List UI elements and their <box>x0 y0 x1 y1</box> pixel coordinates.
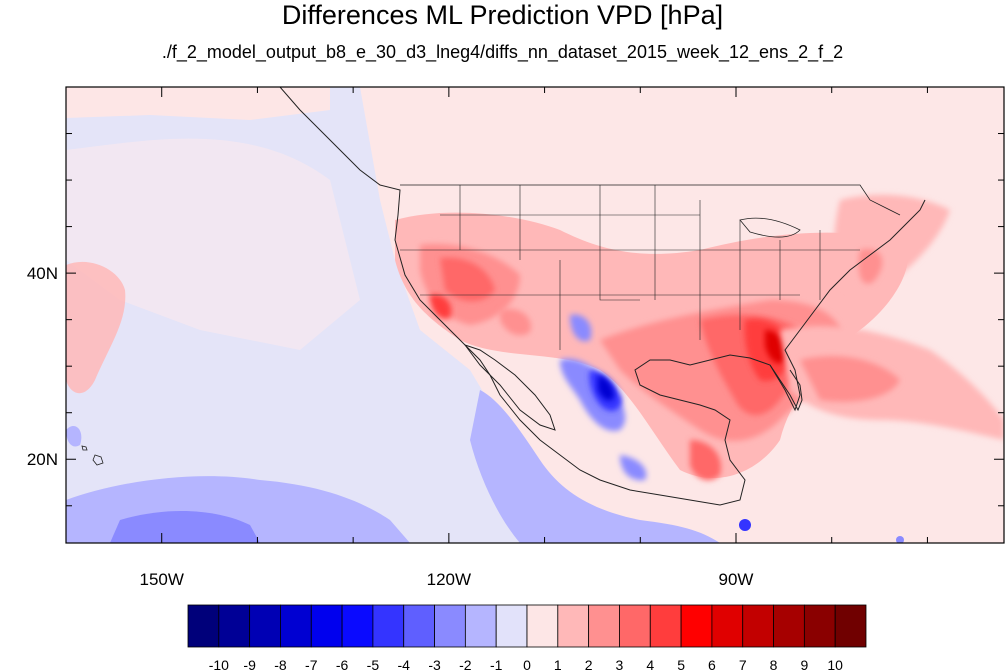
colorbar-swatch <box>834 604 867 648</box>
colorbar-label: -3 <box>428 657 441 672</box>
lon-tick-label: 120W <box>427 570 471 589</box>
colorbar-label: -9 <box>243 657 256 672</box>
colorbar-swatch <box>218 604 251 648</box>
colorbar-swatch <box>803 604 836 648</box>
colorbar-swatch <box>680 604 713 648</box>
colorbar-swatch <box>187 604 220 648</box>
colorbar-swatch <box>526 604 559 648</box>
colorbar-label: 8 <box>770 657 778 672</box>
lat-tick-label: 40N <box>27 264 58 283</box>
colorbar-swatch <box>310 604 343 648</box>
colorbar-label: 1 <box>554 657 562 672</box>
colorbar-label: 0 <box>523 657 531 672</box>
colorbar-label: 4 <box>646 657 654 672</box>
lat-tick-label: 20N <box>27 450 58 469</box>
colorbar-label: -4 <box>398 657 411 672</box>
colorbar-swatch <box>773 604 805 648</box>
colorbar-label: 6 <box>708 657 716 672</box>
colorbar-swatch <box>557 604 590 648</box>
colorbar-label: -8 <box>274 657 287 672</box>
colorbar-swatch <box>372 604 405 648</box>
colorbar-swatch <box>711 604 744 648</box>
colorbar-label: -7 <box>305 657 318 672</box>
colorbar-swatch <box>495 604 528 648</box>
colorbar-swatch <box>280 604 312 648</box>
colorbar-swatch <box>742 604 774 648</box>
colorbar-label: -5 <box>367 657 380 672</box>
map-frame <box>65 86 1005 544</box>
colorbar-label: -6 <box>336 657 349 672</box>
colorbar-swatch <box>249 604 281 648</box>
colorbar-label: 2 <box>585 657 593 672</box>
colorbar-label: 9 <box>800 657 808 672</box>
colorbar-swatch <box>464 604 497 648</box>
colorbar-swatch <box>619 604 651 648</box>
colorbar-label: -2 <box>459 657 472 672</box>
plot-title: Differences ML Prediction VPD [hPa] <box>281 0 724 30</box>
colorbar-label: -1 <box>490 657 503 672</box>
lon-tick-label: 150W <box>140 570 184 589</box>
colorbar-swatch <box>588 604 620 648</box>
colorbar: -10 -9 -8 -7 -6 -5 -4 -3 -2 -1 0 1 2 3 4 5 6 7 8 9 10 <box>187 604 867 672</box>
vpd-difference-field <box>66 87 1004 543</box>
colorbar-label: -10 <box>209 657 229 672</box>
map-axes: 150W 120W 90W 40N 20N <box>27 87 1004 589</box>
lon-tick-label: 90W <box>719 570 754 589</box>
colorbar-label: 3 <box>616 657 624 672</box>
colorbar-swatch <box>403 604 435 648</box>
colorbar-swatch <box>341 604 374 648</box>
colorbar-label: 5 <box>677 657 685 672</box>
colorbar-label: 7 <box>739 657 747 672</box>
colorbar-swatch <box>649 604 682 648</box>
plot-subtitle: ./f_2_model_output_b8_e_30_d3_lneg4/diff… <box>161 42 844 62</box>
colorbar-swatch <box>434 604 466 648</box>
colorbar-label: 10 <box>827 657 843 672</box>
